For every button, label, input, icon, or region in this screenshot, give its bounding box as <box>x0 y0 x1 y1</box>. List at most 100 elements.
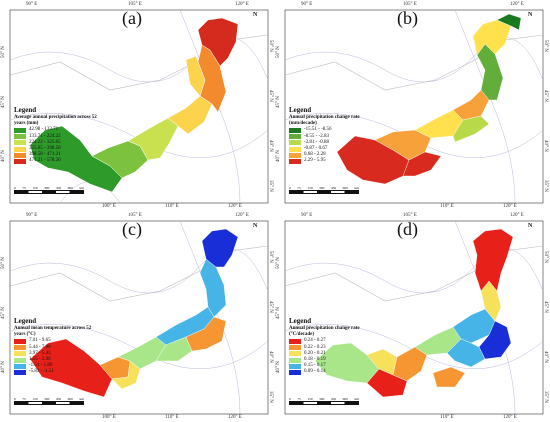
legend-item: -8.55 - -2.83 <box>289 134 375 140</box>
legend-swatch <box>289 357 301 363</box>
scale-label: 0 <box>289 186 291 190</box>
legend-item-label: 5.44 - 7.00 <box>29 344 51 350</box>
right-tick: 40° N <box>543 351 548 363</box>
legend-swatch <box>289 146 301 152</box>
scale-label: 150 <box>307 186 313 190</box>
legend-item-label: -5.83 - -1.51 <box>29 369 54 375</box>
legend-item: 325.05 - 398.58 <box>14 146 100 152</box>
legend-swatch <box>289 159 301 165</box>
top-tick: 105° E <box>128 2 142 7</box>
top-tick: 120° E <box>510 2 524 7</box>
right-tick: 50° N <box>543 40 548 52</box>
legend-item-label: 2.29 - 5.95 <box>304 158 326 164</box>
legend-item-label: 0.24 - 0.27 <box>304 338 326 344</box>
left-tick: 50° N <box>1 257 6 269</box>
bottom-tick: 110° E <box>165 415 179 420</box>
top-tick: 105° E <box>403 213 417 218</box>
legend-swatch <box>289 339 301 344</box>
legend-item: 224.22 - 325.05 <box>14 140 100 146</box>
legend-swatch <box>289 134 301 140</box>
legend-swatch <box>14 339 26 344</box>
legend: Legend Annual precipitation change rate … <box>289 317 375 376</box>
inner-mongolia-region <box>29 228 239 398</box>
top-tick: 120° E <box>235 2 249 7</box>
legend-item: 0.15 - 0.17 <box>289 363 375 369</box>
legend-item-label: 7.01 - 9.65 <box>29 338 51 344</box>
north-arrow-icon: N <box>528 12 533 18</box>
legend: Legend Annual mean temperature across 52… <box>14 317 100 376</box>
top-tick: 120° E <box>510 213 524 218</box>
legend-item: 2.29 - 5.95 <box>289 158 375 165</box>
legend-swatch <box>289 345 301 351</box>
right-tick: 40° N <box>543 140 548 152</box>
scale-label: 600 <box>342 186 348 190</box>
legend-item: -1.51 - 1.89 <box>14 363 100 369</box>
map-canvas-d <box>284 220 544 415</box>
legend-item: 0.22 - 0.23 <box>289 345 375 351</box>
left-tick: 40° N <box>276 361 281 373</box>
legend-title: Legend <box>14 317 37 325</box>
legend-subtitle: Annual mean temperature across 52 years … <box>14 326 92 338</box>
legend-swatch <box>14 146 26 152</box>
right-tick: 40° N <box>268 351 273 363</box>
legend-swatch <box>14 370 26 376</box>
map-canvas-b <box>284 9 544 204</box>
legend-swatch <box>289 363 301 369</box>
legend-item-label: 0.15 - 0.17 <box>304 363 326 369</box>
right-tick: 35° N <box>268 391 273 403</box>
legend-subtitle: Annual precipitation change rate (°C/dec… <box>289 326 360 338</box>
left-tick: 40° N <box>1 150 6 162</box>
legend-swatch <box>14 159 26 165</box>
right-tick: 35° N <box>268 180 273 192</box>
legend: Legend Average annual precipitation acro… <box>14 106 100 165</box>
legend-swatch <box>289 140 301 146</box>
scale-label: 150 <box>32 397 38 401</box>
inner-mongolia-region <box>336 13 522 185</box>
legend-swatch <box>14 345 26 351</box>
right-tick: 40° N <box>268 140 273 152</box>
legend-swatch <box>289 152 301 158</box>
scale-bar: 0 75 150 300 450 600 km <box>14 397 84 405</box>
panel-label: (b) <box>397 8 418 28</box>
scale-label: 150 <box>307 397 313 401</box>
left-tick: 50° N <box>276 257 281 269</box>
legend-item: 42.98 - 133.71 <box>14 127 100 133</box>
top-tick: 105° E <box>128 213 142 218</box>
right-tick: 45° N <box>543 90 548 102</box>
legend-item-label: 471.21 - 578.26 <box>29 158 61 164</box>
scale-label: 300 <box>319 397 325 401</box>
legend-item-label: 224.22 - 325.05 <box>29 139 61 145</box>
legend-item-label: -1.51 - 1.89 <box>29 363 53 369</box>
scale-unit: km <box>79 186 84 190</box>
panel-label: (c) <box>122 219 142 239</box>
right-tick: 45° N <box>268 301 273 313</box>
bottom-tick: 120° E <box>228 415 242 420</box>
panel-label: (d) <box>397 219 418 239</box>
right-tick: 50° N <box>268 251 273 263</box>
scale-label: 0 <box>14 397 16 401</box>
scale-label: 450 <box>55 397 62 401</box>
legend-item-label: 133.71 - 224.22 <box>29 133 61 139</box>
legend-item: 471.21 - 578.26 <box>14 158 100 165</box>
legend-swatch <box>14 363 26 369</box>
north-arrow-icon: N <box>253 12 258 18</box>
legend-item: 0.68 - 2.28 <box>289 152 375 158</box>
left-tick: 40° N <box>276 150 281 162</box>
legend-item-label: 0.68 - 2.28 <box>304 152 326 158</box>
legend-item: 5.44 - 7.00 <box>14 345 100 351</box>
left-tick: 50° N <box>1 46 6 58</box>
bottom-tick: 110° E <box>165 204 179 209</box>
bottom-tick: 100° E <box>102 204 116 209</box>
legend-item: 0.09 - 0.14 <box>289 369 375 376</box>
legend-subtitle: Average annual precipitation across 52 y… <box>14 115 97 127</box>
legend-swatch <box>14 357 26 363</box>
legend-subtitle: Annual precipitation change rate (mm/dec… <box>289 115 360 127</box>
right-tick: 50° N <box>268 40 273 52</box>
left-tick: 45° N <box>1 96 6 108</box>
legend-item-label: 42.98 - 133.71 <box>29 127 59 133</box>
bottom-tick: 110° E <box>440 204 454 209</box>
legend-item-label: -0.87 - 0.67 <box>304 146 328 152</box>
bottom-tick: 100° E <box>102 415 116 420</box>
scale-label: 75 <box>297 397 301 401</box>
legend-swatch <box>289 370 301 376</box>
